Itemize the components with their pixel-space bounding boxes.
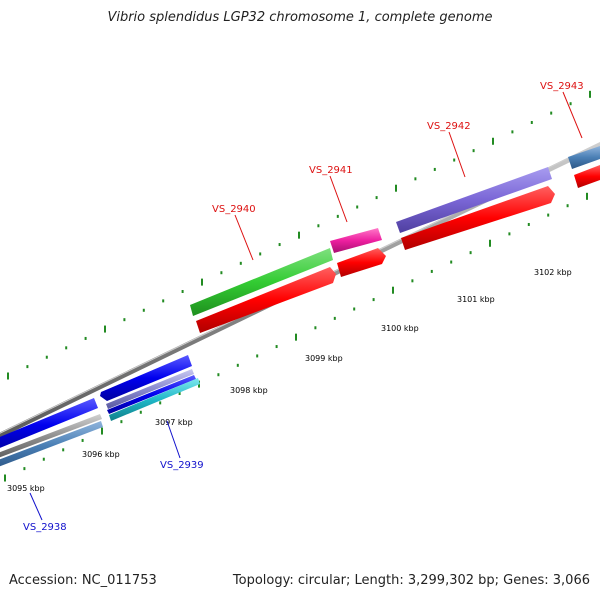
gene-feature[interactable] — [0, 414, 102, 461]
map-title: Vibrio splendidus LGP32 chromosome 1, co… — [107, 10, 493, 25]
outer-tick-ring — [7, 90, 591, 380]
gene-arrow[interactable] — [100, 355, 192, 401]
gene-arrow[interactable] — [337, 248, 386, 277]
gene-label[interactable]: VS_2942 — [427, 121, 471, 132]
gene-feature[interactable] — [106, 369, 196, 414]
gene-label[interactable]: VS_2938 — [23, 522, 67, 533]
gene-leader-line — [448, 131, 466, 178]
kbp-label: 3100 kbp — [381, 324, 419, 333]
kbp-label: 3101 kbp — [457, 295, 495, 304]
gene-leader-line — [329, 175, 348, 223]
kbp-label: 3099 kbp — [305, 354, 343, 363]
gene-arrow[interactable] — [401, 186, 555, 250]
gene-labels: VS_2938 VS_2939 VS_2940 VS_2941 VS_2942 VS_29… — [23, 81, 584, 533]
gene-label[interactable]: VS_2940 — [212, 204, 256, 215]
gene-leader-line — [166, 420, 181, 459]
inner-tick-ring — [4, 192, 588, 482]
gene-arrow[interactable] — [574, 165, 600, 188]
gene-label[interactable]: VS_2941 — [309, 165, 353, 176]
gene-feature[interactable] — [330, 228, 382, 253]
gene-label[interactable]: VS_2939 — [160, 460, 204, 471]
gene-label[interactable]: VS_2943 — [540, 81, 584, 92]
kbp-label: 3096 kbp — [82, 450, 120, 459]
kbp-labels: 3095 kbp 3096 kbp 3097 kbp 3098 kbp 3099 kbp… — [7, 268, 572, 493]
gene-feature[interactable] — [568, 146, 600, 169]
kbp-label: 3102 kbp — [534, 268, 572, 277]
kbp-label: 3097 kbp — [155, 418, 193, 427]
gene-feature[interactable] — [0, 398, 98, 452]
gene-arrow[interactable] — [196, 267, 336, 333]
gene-feature[interactable] — [396, 167, 552, 233]
gene-feature[interactable] — [109, 378, 200, 421]
gene-leader-line — [562, 91, 583, 139]
gene-feature[interactable] — [0, 421, 103, 470]
gene-leader-line — [234, 214, 254, 261]
gene-feature[interactable] — [190, 248, 333, 316]
kbp-label: 3095 kbp — [7, 484, 45, 493]
kbp-label: 3098 kbp — [230, 386, 268, 395]
genome-summary-text: Topology: circular; Length: 3,299,302 bp… — [232, 573, 590, 588]
accession-text: Accession: NC_011753 — [9, 573, 157, 588]
gene-leader-line — [29, 492, 43, 521]
